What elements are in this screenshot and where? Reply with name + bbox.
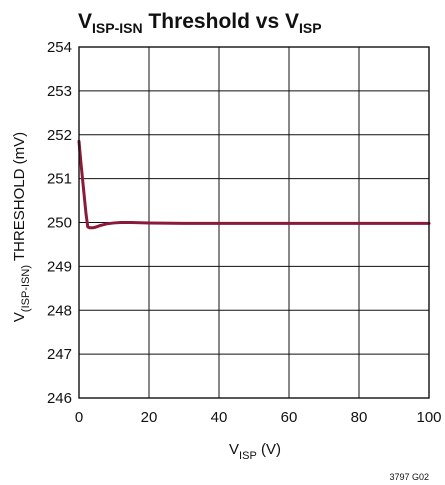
- y-tick-label: 250: [47, 215, 72, 232]
- y-tick-labels: 246 247 248 249 250 251 252 253 254: [47, 39, 72, 407]
- figure-id: 3797 G02: [389, 472, 429, 482]
- y-tick-label: 247: [47, 346, 72, 363]
- y-tick-label: 252: [47, 127, 72, 144]
- y-tick-label: 251: [47, 171, 72, 188]
- x-tick-label: 40: [211, 409, 228, 426]
- subscript-text: (ISP-ISN): [20, 265, 32, 312]
- subscript-text: ISP-ISN: [92, 20, 143, 36]
- plot-frame: [78, 46, 430, 399]
- y-tick-label: 246: [47, 390, 72, 407]
- text-part: THRESHOLD (mV): [11, 132, 28, 265]
- y-tick-label: 248: [47, 302, 72, 319]
- series-line: [77, 139, 431, 230]
- x-tick-label: 0: [75, 409, 83, 426]
- y-tick-label: 254: [47, 39, 72, 56]
- x-axis-label: VISP (V): [229, 441, 281, 462]
- y-axis-label: V(ISP-ISN) THRESHOLD (mV): [11, 132, 32, 322]
- text-part: Threshold vs V: [143, 10, 299, 33]
- plot-series: [77, 139, 431, 230]
- x-tick-label: 20: [141, 409, 158, 426]
- text-part: V: [229, 441, 239, 458]
- text-part: V: [11, 312, 28, 322]
- x-tick-label: 100: [416, 409, 441, 426]
- subscript-text: ISP: [299, 20, 322, 36]
- text-part: (V): [257, 441, 281, 458]
- chart-title: VISP-ISN Threshold vs VISP: [78, 10, 322, 36]
- text-part: V: [78, 10, 92, 33]
- subscript-text: ISP: [239, 450, 257, 462]
- x-tick-label: 80: [351, 409, 368, 426]
- y-tick-label: 249: [47, 258, 72, 275]
- y-tick-label: 253: [47, 83, 72, 100]
- x-tick-labels: 0 20 40 60 80 100: [75, 409, 442, 426]
- x-tick-label: 60: [281, 409, 298, 426]
